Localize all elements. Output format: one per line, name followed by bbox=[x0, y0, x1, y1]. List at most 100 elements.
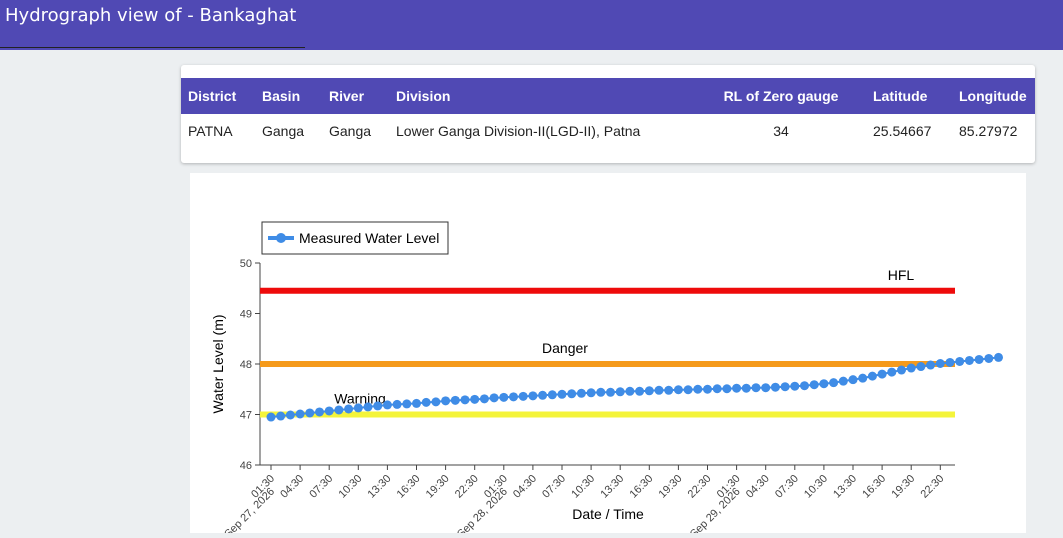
data-point bbox=[499, 392, 509, 402]
threshold-label-warning: Warning bbox=[334, 391, 386, 407]
x-tick-label: 07:30 bbox=[540, 473, 568, 501]
data-point bbox=[664, 385, 674, 395]
y-tick-label: 49 bbox=[240, 309, 252, 321]
data-point bbox=[926, 360, 936, 370]
data-point bbox=[800, 381, 809, 391]
page-title: Hydrograph view of - Bankaghat bbox=[5, 5, 297, 26]
data-point bbox=[266, 412, 276, 422]
hydrograph-card: 46 47 48 49 50 01:30 Sep 27, 2026 04:30 07:30 10… bbox=[190, 173, 1026, 538]
chart-legend[interactable]: Measured Water Level bbox=[261, 221, 449, 255]
x-tick-label: 07:30 bbox=[773, 473, 801, 501]
x-tick-label: 19:30 bbox=[889, 473, 917, 501]
data-point bbox=[324, 406, 334, 416]
data-point bbox=[867, 371, 877, 381]
data-point bbox=[887, 367, 897, 377]
data-point bbox=[615, 387, 625, 397]
x-tick-label: 04:30 bbox=[511, 473, 539, 501]
data-point bbox=[625, 386, 635, 396]
data-point bbox=[450, 395, 460, 405]
station-info-table: District Basin River Division RL of Zero… bbox=[181, 78, 1035, 148]
data-point bbox=[305, 408, 315, 418]
data-point bbox=[809, 380, 819, 390]
data-point bbox=[547, 390, 557, 400]
x-tick-label: 19:30 bbox=[657, 473, 685, 501]
data-point bbox=[431, 397, 441, 407]
data-point bbox=[276, 411, 286, 421]
data-point bbox=[732, 383, 742, 393]
legend-marker bbox=[276, 233, 286, 243]
data-point bbox=[567, 389, 577, 399]
data-point bbox=[945, 357, 955, 367]
series-measured-water-level bbox=[266, 352, 1003, 422]
y-tick-label: 50 bbox=[240, 258, 252, 270]
x-axis-label: Date / Time bbox=[572, 506, 644, 522]
x-tick-label: 19:30 bbox=[424, 473, 452, 501]
x-tick-label: 10:30 bbox=[569, 473, 597, 501]
data-point bbox=[421, 397, 431, 407]
data-point bbox=[974, 354, 984, 364]
data-point bbox=[848, 375, 858, 385]
threshold-label-hfl: HFL bbox=[888, 267, 915, 283]
cell-district: PATNA bbox=[188, 123, 233, 139]
data-point bbox=[780, 382, 790, 392]
data-point bbox=[741, 383, 751, 393]
x-tick-label: 16:30 bbox=[395, 473, 423, 501]
x-tick-label: 16:30 bbox=[627, 473, 655, 501]
data-point bbox=[528, 391, 538, 401]
y-ticks: 46 47 48 49 50 bbox=[240, 258, 260, 472]
header-latitude: Latitude bbox=[866, 78, 952, 114]
data-point bbox=[489, 393, 499, 403]
series-line bbox=[270, 356, 999, 419]
data-point bbox=[402, 399, 412, 409]
x-tick-label: 13:30 bbox=[598, 473, 626, 501]
x-tick-label: 10:30 bbox=[802, 473, 830, 501]
data-point bbox=[693, 384, 703, 394]
data-point bbox=[829, 378, 839, 388]
legend-label: Measured Water Level bbox=[299, 230, 439, 246]
y-tick-label: 46 bbox=[240, 460, 252, 472]
y-axis-label: Water Level (m) bbox=[210, 314, 226, 413]
data-point bbox=[470, 394, 480, 404]
y-tick-label: 48 bbox=[240, 359, 252, 371]
data-point bbox=[576, 388, 586, 398]
data-point bbox=[479, 394, 489, 404]
data-point bbox=[770, 382, 780, 392]
data-point bbox=[935, 358, 945, 368]
header-district: District bbox=[181, 78, 255, 114]
x-tick-label: 22:30 bbox=[918, 473, 946, 501]
threshold-label-danger: Danger bbox=[542, 340, 588, 356]
data-point bbox=[373, 401, 383, 411]
cell-longitude: 85.27972 bbox=[959, 123, 1018, 139]
data-point bbox=[994, 352, 1003, 362]
x-tick-label: 22:30 bbox=[453, 473, 481, 501]
x-tick-label: 16:30 bbox=[860, 473, 888, 501]
data-point bbox=[441, 396, 451, 406]
data-point bbox=[819, 379, 829, 389]
data-point bbox=[392, 399, 402, 409]
threshold-lines: HFL Danger Warning bbox=[260, 267, 955, 418]
header-river: River bbox=[322, 78, 389, 114]
station-info-card: District Basin River Division RL of Zero… bbox=[181, 65, 1035, 163]
data-point bbox=[606, 387, 615, 397]
data-point bbox=[761, 383, 771, 393]
cell-division: Lower Ganga Division-II(LGD-II), Patna bbox=[396, 123, 641, 139]
data-point bbox=[916, 362, 926, 372]
data-point bbox=[285, 410, 295, 420]
data-point bbox=[557, 389, 567, 399]
x-tick-label: 04:30 bbox=[744, 473, 772, 501]
data-point bbox=[509, 392, 518, 402]
data-point bbox=[751, 383, 761, 393]
header-bar: Hydrograph view of - Bankaghat bbox=[0, 0, 1063, 50]
y-tick-label: 47 bbox=[240, 410, 252, 422]
data-point bbox=[334, 405, 344, 415]
data-point bbox=[353, 403, 363, 413]
data-point bbox=[654, 385, 664, 395]
header-longitude: Longitude bbox=[952, 78, 1035, 114]
x-tick-label: 10:30 bbox=[336, 473, 364, 501]
data-point bbox=[295, 409, 305, 419]
header-division: Division bbox=[389, 78, 696, 114]
data-point bbox=[412, 398, 421, 408]
data-point bbox=[955, 356, 965, 366]
data-point bbox=[906, 363, 916, 373]
